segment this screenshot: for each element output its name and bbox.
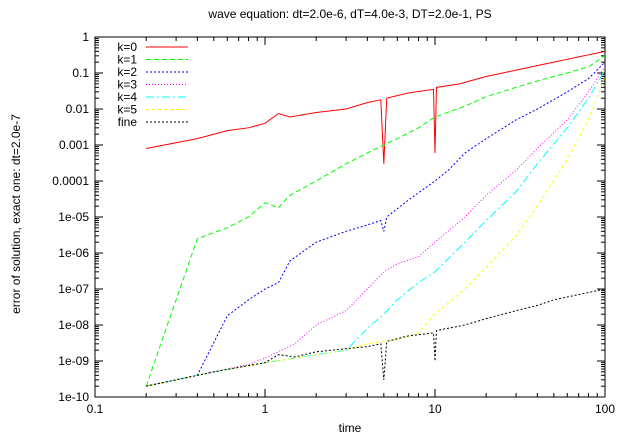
series-line-k-5 [146, 76, 606, 387]
legend-label: k=2 [117, 65, 137, 79]
y-tick-label: 1e-07 [58, 282, 89, 296]
y-tick-label: 0.1 [72, 66, 89, 80]
y-tick-label: 0.001 [59, 138, 89, 152]
x-axis-label: time [339, 421, 362, 435]
legend-label: k=3 [117, 78, 137, 92]
y-tick-label: 1e-05 [58, 210, 89, 224]
legend-label: k=1 [117, 53, 137, 67]
series-line-k-2 [146, 61, 606, 387]
series-layer [145, 50, 606, 387]
x-tick-label: 10 [428, 402, 442, 416]
axes: 0.1 1 10 100 1 0.1 0.01 0.001 0.0001 1e-05 1e-06 1e… [52, 30, 615, 416]
y-axis-label: error of solution, exact one: dt=2.0e-7 [9, 114, 23, 314]
y-tick-label: 0.01 [66, 102, 90, 116]
x-tick-label: 1 [262, 402, 269, 416]
series-line-k-1 [145, 55, 606, 387]
y-tick-label: 1e-10 [58, 390, 89, 404]
x-tick-label: 100 [595, 402, 615, 416]
y-tick-label: 1e-06 [58, 246, 89, 260]
y-tick-label: 1 [82, 30, 89, 44]
legend-label: k=0 [117, 40, 137, 54]
chart-title: wave equation: dt=2.0e-6, dT=4.0e-3, DT=… [207, 7, 491, 21]
y-tick-label: 0.0001 [52, 174, 89, 188]
legend-label: k=5 [117, 103, 137, 117]
y-tick-label: 1e-09 [58, 354, 89, 368]
y-tick-label: 1e-08 [58, 318, 89, 332]
series-line-fine [146, 288, 606, 387]
series-line-k-0 [146, 50, 606, 164]
legend-label: k=4 [117, 90, 137, 104]
x-tick-label: 0.1 [87, 402, 104, 416]
legend-label: fine [118, 115, 138, 129]
series-line-k-4 [146, 69, 606, 387]
